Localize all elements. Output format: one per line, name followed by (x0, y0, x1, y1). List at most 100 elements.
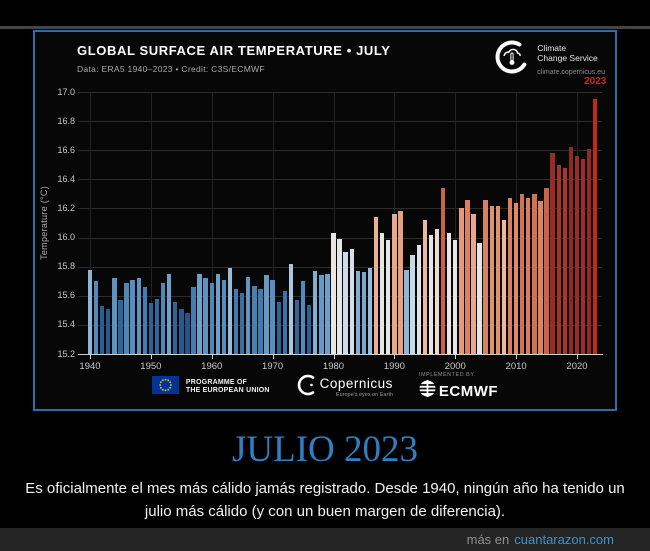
bar-2022 (586, 148, 592, 354)
bar-1996 (428, 234, 434, 354)
bar-2001 (459, 208, 464, 354)
gridline-h (78, 179, 602, 181)
eu-programme-line1: PROGRAMME OF (185, 378, 248, 386)
x-tick-label: 2020 (566, 361, 588, 372)
c3s-logo-line1: Climate (537, 43, 567, 53)
bar-1965 (239, 292, 245, 354)
x-tick-mark (516, 355, 518, 359)
bar-1942 (99, 305, 105, 354)
bar-1964 (233, 288, 239, 354)
bar-1990 (392, 214, 397, 354)
ecmwf-wordmark: ECMWF (438, 382, 499, 400)
chart-title: GLOBAL SURFACE AIR TEMPERATURE • JULY (77, 43, 391, 58)
y-tick-label: 16.8 (57, 115, 75, 126)
gridline-v (272, 92, 274, 354)
bar-1940 (87, 269, 93, 354)
gridline-v (150, 92, 152, 354)
bar-2012 (526, 198, 531, 354)
gridline-h (78, 237, 602, 239)
bar-1952 (160, 282, 166, 354)
top-divider (0, 26, 650, 29)
bar-2002 (465, 199, 470, 354)
x-tick-mark (455, 355, 457, 359)
bar-1999 (446, 233, 452, 354)
bar-1960 (209, 282, 214, 354)
x-tick-label: 2000 (444, 361, 466, 372)
bar-2009 (507, 198, 513, 354)
y-tick-label: 16.2 (57, 202, 75, 213)
bar-1991 (398, 211, 403, 354)
bar-2020 (574, 156, 580, 354)
gridline-v (211, 92, 213, 354)
bar-2019 (568, 147, 574, 354)
bar-1997 (434, 228, 440, 354)
bar-1982 (343, 252, 348, 354)
x-tick-mark (272, 355, 274, 359)
x-tick-mark (333, 355, 335, 359)
bar-1994 (416, 244, 421, 354)
y-tick-label: 15.8 (57, 261, 75, 272)
bar-1967 (252, 285, 257, 354)
bar-2004 (477, 243, 482, 354)
watermark-site-link[interactable]: cuantarazon.com (514, 532, 614, 547)
x-tick-mark (211, 355, 213, 359)
x-tick-label: 1980 (322, 361, 345, 372)
copernicus-crescent-icon (296, 374, 316, 401)
bar-1977 (313, 271, 318, 354)
c3s-logo: Climate Change Service climate.copernicu… (494, 39, 605, 80)
eu-programme-line2: THE EUROPEAN UNION (185, 387, 270, 394)
bar-2006 (489, 205, 494, 354)
bar-1958 (197, 273, 202, 354)
bar-1987 (373, 217, 379, 354)
bar-1998 (440, 188, 446, 354)
bar-1995 (422, 220, 427, 354)
bar-1948 (136, 278, 141, 354)
bar-1985 (361, 272, 367, 354)
bar-2000 (453, 240, 458, 354)
bar-1983 (349, 249, 354, 354)
x-tick-mark (394, 355, 396, 359)
y-tick-label: 15.2 (57, 348, 75, 359)
bar-1992 (404, 269, 409, 354)
gridline-h (78, 121, 602, 123)
bar-1981 (337, 239, 342, 354)
bar-1957 (191, 287, 196, 354)
x-axis-line (78, 354, 603, 355)
bar-1943 (106, 308, 111, 354)
bar-1978 (319, 275, 324, 354)
bar-1962 (221, 279, 227, 354)
bar-1951 (154, 298, 160, 354)
bar-1969 (264, 275, 269, 354)
bar-1993 (410, 255, 415, 354)
x-tick-label: 1950 (140, 361, 162, 372)
bar-2023 (593, 99, 598, 354)
bar-1989 (386, 240, 391, 354)
eu-flag-icon (151, 375, 179, 399)
bar-1946 (124, 282, 129, 354)
bar-1941 (93, 281, 99, 354)
x-tick-label: 1990 (383, 361, 405, 372)
bar-1988 (380, 233, 385, 354)
bar-1949 (142, 287, 147, 354)
bar-2018 (562, 167, 568, 354)
x-tick-label: 1970 (262, 361, 284, 372)
ecmwf-logo: IMPLEMENTED BY ECMWF (418, 372, 499, 402)
y-tick-label: 16.6 (57, 144, 75, 155)
ecmwf-sphere-icon (418, 380, 436, 402)
bar-2010 (513, 202, 519, 354)
bar-2007 (495, 205, 501, 354)
panel-footer-logos: PROGRAMME OF THE EUROPEAN UNION Copernic… (35, 372, 615, 402)
bar-1972 (282, 291, 287, 354)
bar-1976 (306, 304, 312, 354)
bar-1961 (215, 273, 221, 354)
bar-1984 (355, 271, 361, 354)
copernicus-tagline: Europe's eyes on Earth (335, 392, 393, 398)
bar-1968 (258, 288, 263, 354)
x-tick-mark (150, 355, 152, 359)
bar-1947 (130, 279, 135, 354)
bar-1954 (173, 301, 178, 354)
bar-2008 (501, 220, 507, 354)
gridline-v (333, 92, 335, 354)
bar-1973 (288, 263, 294, 354)
